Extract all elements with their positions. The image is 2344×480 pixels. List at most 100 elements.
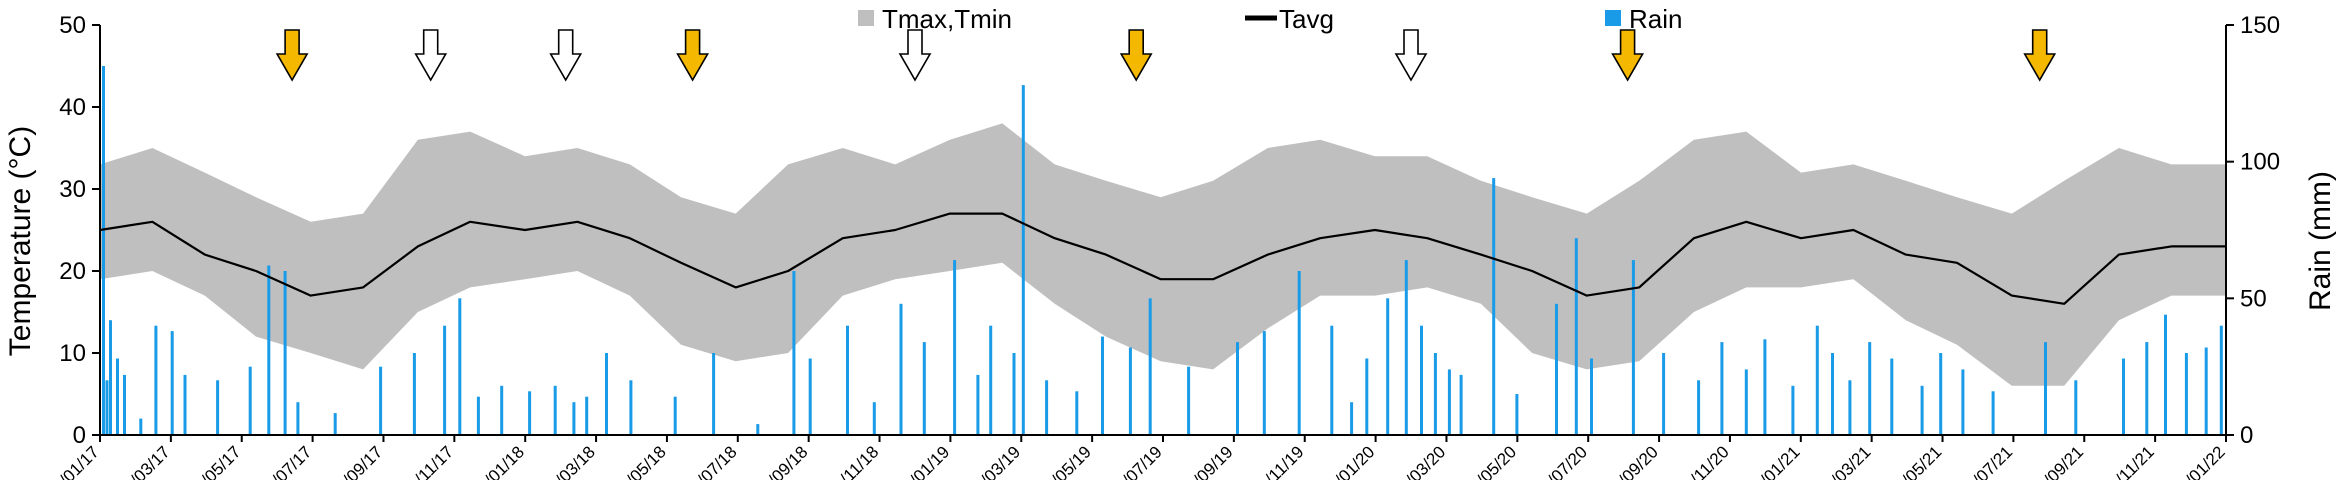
rain-bar bbox=[1148, 298, 1152, 435]
rain-bar bbox=[1515, 394, 1519, 435]
rain-bar bbox=[1555, 303, 1558, 435]
rain-bar bbox=[105, 380, 109, 435]
left-y-tick-label: 0 bbox=[73, 422, 86, 449]
rain-bar bbox=[1890, 358, 1894, 435]
rain-bar bbox=[116, 358, 119, 435]
rain-bar bbox=[109, 320, 112, 435]
legend-label: Rain bbox=[1629, 4, 1682, 34]
legend-swatch-square bbox=[1605, 10, 1621, 26]
x-tick-label: 1/05/20 bbox=[1467, 442, 1521, 480]
rain-bar bbox=[976, 374, 980, 435]
rain-bar bbox=[1459, 374, 1463, 435]
rain-bar bbox=[500, 385, 504, 435]
rain-bar bbox=[1574, 238, 1578, 435]
x-tick-label: 1/09/18 bbox=[758, 442, 812, 480]
x-tick-label: 1/03/19 bbox=[971, 442, 1025, 480]
yellow-down-arrow-icon bbox=[275, 29, 309, 82]
rain-bar bbox=[1920, 385, 1924, 435]
rain-bar bbox=[899, 303, 903, 435]
rain-bar bbox=[1386, 298, 1390, 435]
rain-bar bbox=[2184, 353, 2188, 435]
x-tick-label: 1/05/18 bbox=[616, 442, 670, 480]
rain-bar bbox=[2074, 380, 2078, 435]
tmax-tmin-band-layer bbox=[100, 123, 2226, 386]
yellow-down-arrow-icon bbox=[1611, 29, 1644, 82]
rain-bar bbox=[443, 325, 447, 435]
left-y-tick-label: 50 bbox=[59, 12, 86, 39]
rain-bar bbox=[1492, 178, 1496, 435]
left-y-tick-label: 10 bbox=[59, 340, 86, 367]
x-tick-label: 1/01/19 bbox=[900, 442, 954, 480]
rain-bar bbox=[2122, 358, 2125, 435]
rain-bar bbox=[1262, 331, 1266, 435]
x-tick-label: 1/09/19 bbox=[1183, 442, 1237, 480]
rain-bar bbox=[123, 374, 126, 435]
rain-bar bbox=[296, 402, 300, 435]
x-tick-label: 1/09/20 bbox=[1608, 442, 1662, 480]
rain-bar bbox=[1420, 325, 1423, 435]
rain-bar bbox=[846, 325, 849, 435]
right-y-axis-title: Rain (mm) bbox=[2304, 171, 2337, 311]
rain-bar bbox=[1831, 353, 1834, 435]
x-tick-label: 1/03/18 bbox=[545, 442, 599, 480]
x-tick-label: 1/01/22 bbox=[2175, 442, 2229, 480]
x-tick-label: 1/07/19 bbox=[1112, 442, 1166, 480]
rain-bar bbox=[248, 366, 252, 435]
right-y-tick-label: 100 bbox=[2240, 149, 2280, 176]
rain-bar bbox=[1939, 353, 1943, 435]
legend-label: Tmax,Tmin bbox=[882, 4, 1012, 34]
rain-bar bbox=[1961, 369, 1965, 435]
x-tick-label: 1/05/21 bbox=[1892, 442, 1946, 480]
yellow-down-arrow-icon bbox=[2023, 29, 2057, 82]
rain-bar bbox=[1815, 325, 1819, 435]
rain-bar bbox=[333, 413, 337, 435]
rain-bar bbox=[629, 380, 633, 435]
rain-bar bbox=[756, 424, 760, 435]
tavg-line bbox=[99, 212, 2226, 305]
rain-bar bbox=[412, 353, 416, 435]
rain-bar bbox=[572, 402, 576, 435]
rain-bar bbox=[1075, 391, 1079, 435]
rain-bar bbox=[139, 418, 143, 435]
white-down-arrow-icon bbox=[414, 29, 448, 82]
x-tick-label: 1/03/17 bbox=[120, 442, 174, 480]
right-y-tick-label: 50 bbox=[2240, 285, 2267, 312]
rain-bar bbox=[2044, 342, 2047, 435]
x-tick-label: 1/07/18 bbox=[687, 442, 741, 480]
rain-bar bbox=[1365, 358, 1369, 435]
rain-bar bbox=[1662, 353, 1666, 435]
rain-bar bbox=[1791, 385, 1795, 435]
legend: Tmax,Tmin Tavg Rain bbox=[858, 4, 1682, 34]
white-down-arrow-icon bbox=[898, 29, 932, 82]
rain-bar bbox=[1236, 342, 1239, 435]
x-tick-label: 1/11/17 bbox=[404, 442, 457, 480]
x-tick-label: 1/07/20 bbox=[1537, 442, 1591, 480]
rain-bar bbox=[792, 271, 796, 435]
rain-bar bbox=[1350, 402, 1354, 435]
rain-bar bbox=[953, 260, 957, 435]
legend-label: Tavg bbox=[1279, 4, 1334, 34]
x-tick-label: 1/05/17 bbox=[191, 442, 245, 480]
rain-bar bbox=[872, 402, 876, 435]
rain-bar bbox=[102, 66, 105, 435]
rain-bar bbox=[1631, 260, 1635, 435]
x-tick-label: 1/05/19 bbox=[1041, 442, 1095, 480]
yellow-down-arrow-icon bbox=[676, 29, 709, 82]
rain-bar bbox=[154, 325, 158, 435]
arrows-layer bbox=[275, 29, 2057, 82]
rain-bar bbox=[458, 298, 462, 435]
left-y-axis-title: Temperature (°C) bbox=[4, 126, 37, 356]
x-tick-label: 1/11/21 bbox=[2105, 442, 2158, 480]
rain-bar bbox=[1763, 339, 1767, 435]
rain-bar bbox=[605, 353, 608, 435]
rain-bar bbox=[183, 374, 187, 435]
x-tick-label: 1/11/19 bbox=[1255, 442, 1308, 480]
rain-bar bbox=[1720, 342, 1724, 435]
x-tick-label: 1/03/20 bbox=[1396, 442, 1450, 480]
x-tick-label: 1/09/21 bbox=[2034, 442, 2088, 480]
legend-swatch-square bbox=[858, 10, 874, 26]
tmax-tmin-band bbox=[100, 123, 2226, 386]
rain-bar bbox=[1447, 369, 1451, 435]
rain-bar bbox=[712, 353, 716, 435]
